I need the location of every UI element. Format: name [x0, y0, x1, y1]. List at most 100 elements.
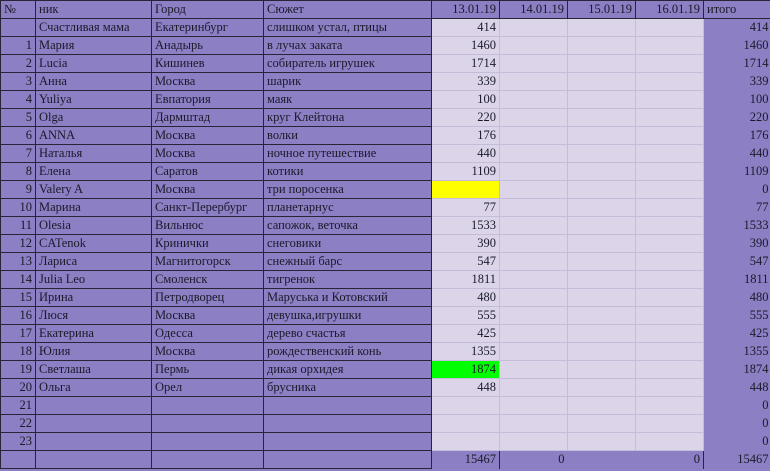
cell-date-1[interactable]: 448 — [431, 378, 500, 397]
footer-date-4[interactable]: 0 — [635, 450, 704, 469]
cell-date-4[interactable] — [635, 288, 704, 307]
cell-date-4[interactable] — [635, 432, 704, 451]
cell-nick[interactable]: Yuliya — [35, 90, 152, 109]
cell-plot[interactable]: брусника — [263, 378, 432, 397]
cell-city[interactable] — [151, 414, 264, 433]
cell-date-2[interactable] — [499, 216, 568, 235]
cell-total[interactable]: 100 — [703, 90, 770, 109]
cell-num[interactable]: 3 — [0, 72, 36, 91]
cell-date-3[interactable] — [567, 342, 636, 361]
cell-date-4[interactable] — [635, 144, 704, 163]
cell-total[interactable]: 0 — [703, 432, 770, 451]
cell-date-4[interactable] — [635, 18, 704, 37]
cell-nick[interactable]: Люся — [35, 306, 152, 325]
cell-date-1[interactable]: 100 — [431, 90, 500, 109]
cell-date-2[interactable] — [499, 252, 568, 271]
cell-date-2[interactable] — [499, 198, 568, 217]
cell-plot[interactable] — [263, 432, 432, 451]
cell-date-1[interactable] — [431, 414, 500, 433]
cell-date-4[interactable] — [635, 36, 704, 55]
cell-date-4[interactable] — [635, 414, 704, 433]
cell-date-1[interactable]: 77 — [431, 198, 500, 217]
cell-plot[interactable]: снежный барс — [263, 252, 432, 271]
cell-date-3[interactable] — [567, 288, 636, 307]
cell-plot[interactable]: круг Клейтона — [263, 108, 432, 127]
cell-plot[interactable]: дикая орхидея — [263, 360, 432, 379]
cell-nick[interactable]: CATenok — [35, 234, 152, 253]
cell-plot[interactable]: волки — [263, 126, 432, 145]
cell-date-2[interactable] — [499, 324, 568, 343]
cell-date-4[interactable] — [635, 252, 704, 271]
cell-date-4[interactable] — [635, 216, 704, 235]
cell-city[interactable] — [151, 396, 264, 415]
cell-city[interactable]: Москва — [151, 306, 264, 325]
cell-city[interactable]: Дармштад — [151, 108, 264, 127]
cell-total[interactable]: 1874 — [703, 360, 770, 379]
cell-city[interactable]: Москва — [151, 126, 264, 145]
cell-total[interactable]: 1533 — [703, 216, 770, 235]
cell-total[interactable]: 390 — [703, 234, 770, 253]
cell-date-1[interactable]: 220 — [431, 108, 500, 127]
header-total[interactable]: итого — [703, 0, 770, 19]
cell-nick[interactable]: Светлаша — [35, 360, 152, 379]
cell-date-4[interactable] — [635, 234, 704, 253]
cell-city[interactable]: Магнитогорск — [151, 252, 264, 271]
cell-plot[interactable]: дерево счастья — [263, 324, 432, 343]
cell-date-3[interactable] — [567, 306, 636, 325]
cell-date-1[interactable]: 1533 — [431, 216, 500, 235]
cell-date-4[interactable] — [635, 378, 704, 397]
cell-plot[interactable] — [263, 396, 432, 415]
cell-total[interactable]: 77 — [703, 198, 770, 217]
cell-city[interactable] — [151, 432, 264, 451]
cell-total[interactable]: 480 — [703, 288, 770, 307]
cell-city[interactable]: Москва — [151, 72, 264, 91]
cell-num[interactable]: 22 — [0, 414, 36, 433]
cell-city[interactable]: Екатеринбург — [151, 18, 264, 37]
cell-city[interactable]: Одесса — [151, 324, 264, 343]
cell-date-3[interactable] — [567, 216, 636, 235]
cell-num[interactable]: 14 — [0, 270, 36, 289]
cell-nick[interactable] — [35, 396, 152, 415]
cell-total[interactable]: 547 — [703, 252, 770, 271]
cell-date-4[interactable] — [635, 108, 704, 127]
cell-city[interactable]: Петродворец — [151, 288, 264, 307]
cell-plot[interactable]: собиратель игрушек — [263, 54, 432, 73]
cell-date-3[interactable] — [567, 360, 636, 379]
cell-num[interactable]: 6 — [0, 126, 36, 145]
cell-date-1[interactable]: 1355 — [431, 342, 500, 361]
cell-nick[interactable]: Счастливая мама — [35, 18, 152, 37]
cell-date-1[interactable]: 1109 — [431, 162, 500, 181]
cell-num[interactable]: 12 — [0, 234, 36, 253]
cell-date-2[interactable] — [499, 162, 568, 181]
cell-date-4[interactable] — [635, 270, 704, 289]
cell-date-2[interactable] — [499, 414, 568, 433]
cell-date-2[interactable] — [499, 108, 568, 127]
cell-nick[interactable]: Ирина — [35, 288, 152, 307]
cell-date-3[interactable] — [567, 414, 636, 433]
cell-date-3[interactable] — [567, 270, 636, 289]
header-nick[interactable]: ник — [35, 0, 152, 19]
cell-num[interactable]: 11 — [0, 216, 36, 235]
cell-num[interactable] — [0, 18, 36, 37]
cell-date-4[interactable] — [635, 396, 704, 415]
header-date-2[interactable]: 14.01.19 — [499, 0, 568, 19]
footer-empty-3[interactable] — [151, 450, 264, 469]
cell-total[interactable]: 1109 — [703, 162, 770, 181]
cell-total[interactable]: 555 — [703, 306, 770, 325]
cell-date-3[interactable] — [567, 432, 636, 451]
cell-num[interactable]: 1 — [0, 36, 36, 55]
cell-date-1[interactable]: 425 — [431, 324, 500, 343]
cell-city[interactable]: Евпатория — [151, 90, 264, 109]
cell-city[interactable]: Кринички — [151, 234, 264, 253]
cell-city[interactable]: Москва — [151, 144, 264, 163]
cell-date-2[interactable] — [499, 90, 568, 109]
cell-date-3[interactable] — [567, 90, 636, 109]
footer-date-2[interactable]: 0 — [499, 450, 568, 469]
cell-total[interactable]: 339 — [703, 72, 770, 91]
cell-date-1[interactable] — [431, 180, 500, 199]
cell-nick[interactable]: Екатерина — [35, 324, 152, 343]
cell-date-1[interactable]: 1714 — [431, 54, 500, 73]
cell-date-4[interactable] — [635, 162, 704, 181]
footer-empty-2[interactable] — [35, 450, 152, 469]
cell-date-3[interactable] — [567, 234, 636, 253]
